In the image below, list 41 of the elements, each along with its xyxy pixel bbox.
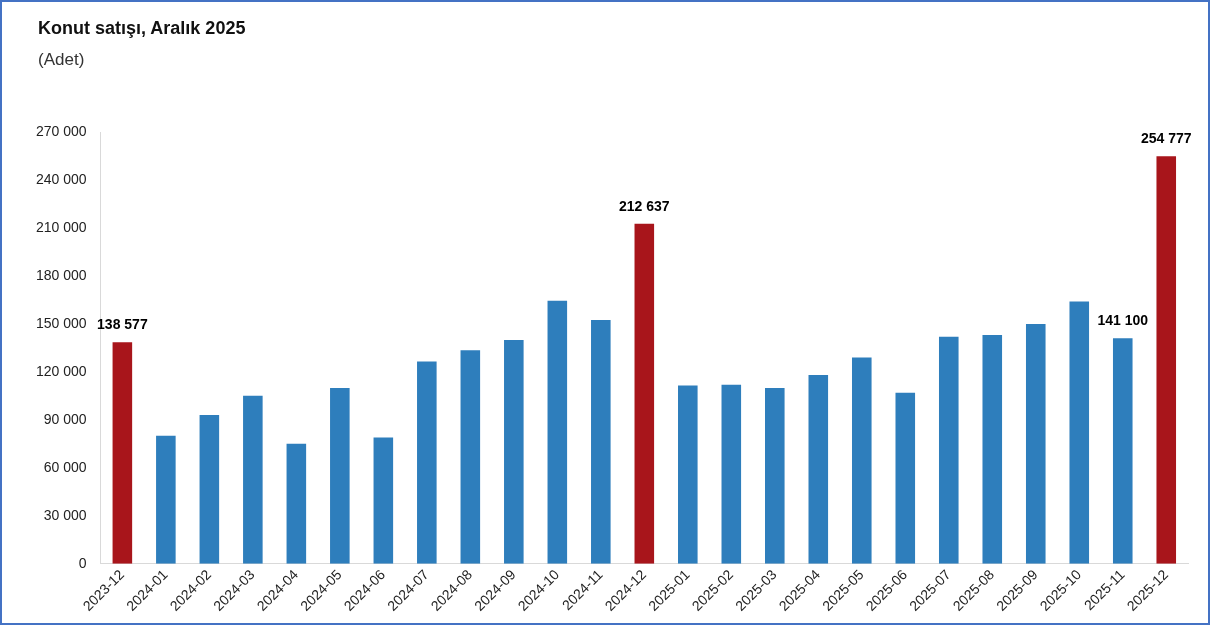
y-tick-label: 150 000: [36, 314, 87, 331]
bar: [765, 387, 785, 564]
bar: [199, 415, 220, 564]
bar: [112, 342, 133, 564]
data-label: 212 637: [619, 197, 670, 214]
bar: [504, 339, 524, 564]
y-tick-label: 60 000: [43, 458, 87, 475]
chart-subtitle: (Adet): [38, 50, 85, 70]
data-label: 254 777: [1140, 130, 1192, 147]
data-label: 138 577: [97, 316, 148, 333]
bar: [286, 443, 307, 564]
y-tick-label: 270 000: [36, 122, 87, 139]
bar: [852, 357, 872, 564]
bar: [243, 395, 263, 564]
bar: [1069, 301, 1090, 564]
y-tick-label: 30 000: [43, 506, 87, 523]
bar: [678, 385, 698, 564]
bar: [156, 435, 176, 564]
bar: [330, 387, 350, 564]
bar: [808, 375, 829, 564]
bar: [982, 335, 1003, 564]
y-tick-label: 180 000: [36, 266, 87, 283]
bar: [895, 392, 916, 564]
data-label: 141 100: [1097, 312, 1149, 328]
bar: [634, 223, 655, 564]
bar: [417, 361, 437, 564]
bar: [591, 319, 611, 564]
bar: [938, 336, 959, 564]
bar: [547, 300, 568, 564]
bar: [721, 384, 742, 564]
y-tick-label: 0: [78, 554, 87, 571]
bar: [1156, 156, 1177, 564]
y-tick-label: 120 000: [36, 362, 87, 379]
bar: [460, 350, 481, 564]
bar: [373, 437, 394, 564]
bar: [1025, 323, 1046, 564]
y-tick-label: 210 000: [36, 218, 87, 235]
y-tick-label: 240 000: [36, 170, 87, 187]
chart-title: Konut satışı, Aralık 2025: [38, 18, 246, 39]
bar: [1112, 338, 1133, 564]
y-tick-label: 90 000: [43, 410, 87, 427]
